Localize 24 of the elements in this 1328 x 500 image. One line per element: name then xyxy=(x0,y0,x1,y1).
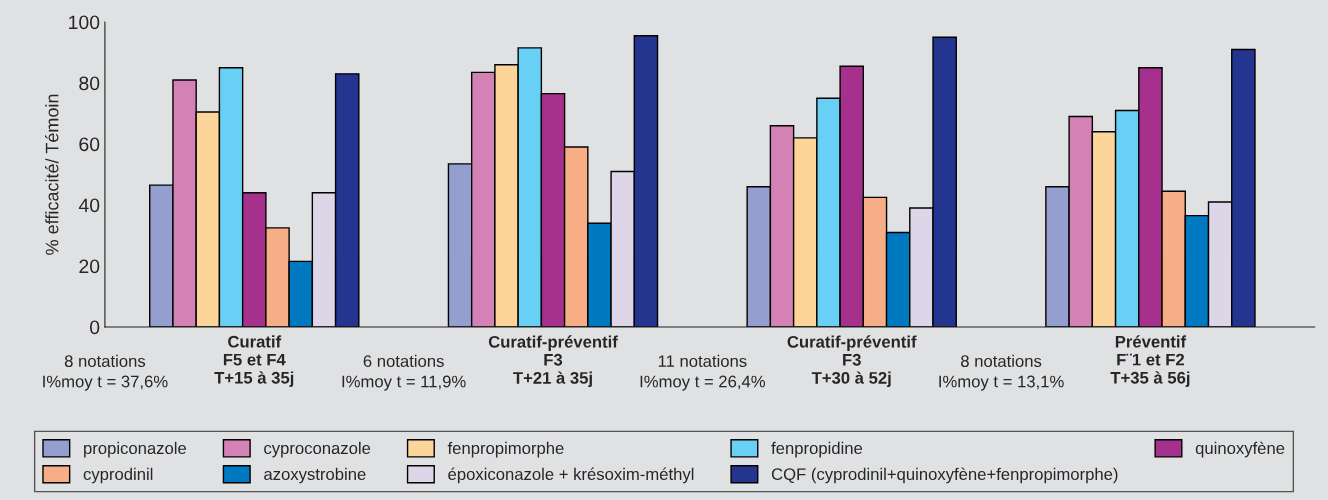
x-tick-label: Curatif-préventif F3 T+21 à 35j xyxy=(488,335,618,388)
x-tick-label: Préventif F¨1 et F2 T+35 à 56j xyxy=(1110,335,1190,387)
text: 8 notations I%moy t = 13,1% xyxy=(939,354,1064,391)
y-axis-title: % efficacité/ Témoin xyxy=(45,94,59,255)
text: 6 notations I%moy t = 11,9% xyxy=(342,354,466,391)
legend-label: azoxystrobine xyxy=(264,467,366,484)
x-tick-label: Curatif F5 et F4 T+15 à 35j xyxy=(214,335,294,387)
legend-label: fenpropidine xyxy=(771,441,863,458)
legend-label: époxiconazole + krésoxim-méthyl xyxy=(448,467,694,484)
text: 11 notations I%moy t = 26,4% xyxy=(640,354,765,391)
y-tick-label: 80 xyxy=(79,76,100,91)
y-tick-label: 20 xyxy=(79,259,100,274)
text: 8 notations I%moy t = 37,6% xyxy=(43,354,168,391)
legend-label: CQF (cyprodinil+quinoxyfène+fenpropimorphe) xyxy=(771,467,1118,484)
y-tick-label: 60 xyxy=(79,137,100,152)
legend-label: cyproconazole xyxy=(264,441,371,458)
x-tick-label: Curatif-préventif F3 T+30 à 52j xyxy=(787,335,917,388)
legend-label: fenpropimorphe xyxy=(447,441,564,458)
y-tick-label: 100 xyxy=(69,15,100,30)
legend-label: propiconazole xyxy=(84,441,187,458)
y-tick-label: 0 xyxy=(90,320,100,335)
legend-label: cyprodinil xyxy=(83,467,153,484)
y-tick-label: 40 xyxy=(78,198,100,213)
legend-label: quinoxyfène xyxy=(1195,441,1285,458)
